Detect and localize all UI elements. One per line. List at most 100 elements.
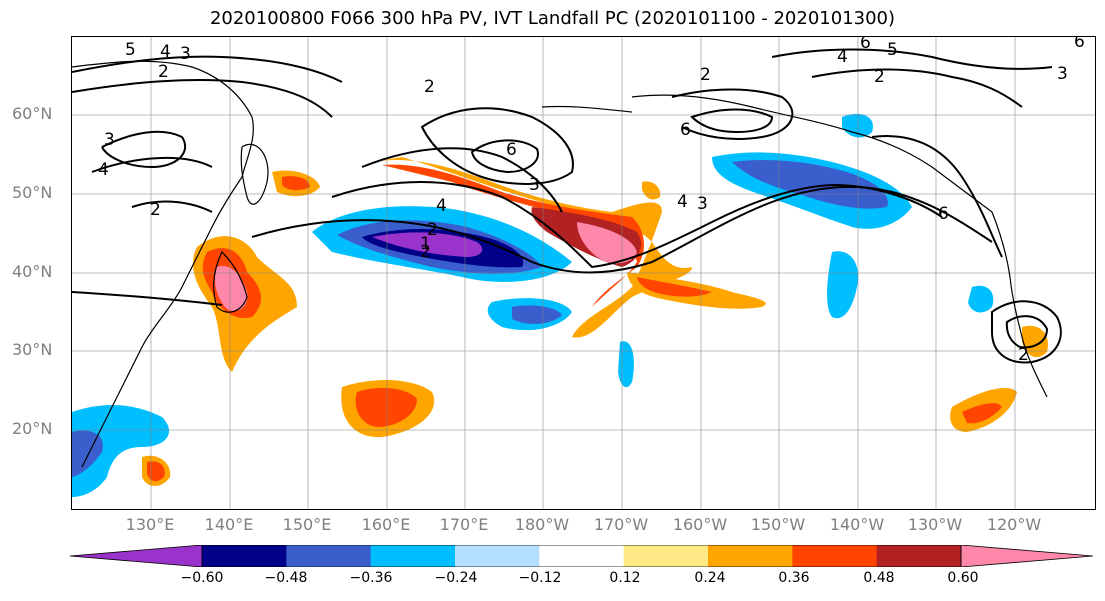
north-america-coastline [991, 211, 1048, 398]
contour-label: 4 [677, 192, 688, 212]
contour-label: 2 [158, 62, 169, 82]
gulf-negative-core [732, 160, 888, 209]
contour-label: 4 [436, 196, 447, 216]
coast-positive-blob [1022, 325, 1048, 358]
latitude-label-40n: 40°N [12, 262, 53, 281]
longitude-label: 160°W [672, 515, 728, 534]
asia-coastline [72, 60, 254, 468]
longitude-label: 170°E [439, 515, 489, 534]
colorbar-tick-label: 0.48 [863, 570, 895, 586]
contour-line [1005, 315, 1049, 349]
southwest-negative-patch [72, 405, 170, 497]
colorbar-tick-label: −0.24 [434, 570, 478, 586]
contour-line [811, 68, 1023, 108]
longitude-label: 130°W [907, 515, 963, 534]
alaska-coastline [631, 94, 993, 213]
contour-label: 5 [125, 40, 136, 60]
southwest-negative-core [72, 430, 103, 477]
contour-label: 4 [837, 47, 848, 67]
negative-pv-core-purple [372, 232, 483, 257]
colorbar-segment [708, 545, 793, 567]
longitude-label: 120°W [986, 515, 1042, 534]
contour-line [131, 200, 213, 213]
longitude-label: 140°W [829, 515, 885, 534]
colorbar-tick-label: 0.24 [694, 570, 726, 586]
longitude-label: 130°E [125, 515, 175, 534]
contour-label: 2 [424, 77, 435, 97]
contour-label: 1 [420, 234, 431, 254]
contour-label: 3 [697, 194, 708, 214]
contour-label: 6 [680, 120, 691, 140]
colorbar-segment [455, 545, 540, 567]
contour-line [871, 135, 1003, 258]
contour-label: 6 [506, 140, 517, 160]
contour-label: 2 [420, 242, 431, 262]
hawaii-negative-blob [618, 341, 634, 388]
latitude-label-60n: 60°N [12, 104, 53, 123]
east-positive-inner [962, 403, 1002, 424]
aleutian-coastline [541, 105, 633, 113]
contour-line [361, 147, 563, 213]
colorbar-tick-label: 0.36 [778, 570, 810, 586]
contour-label: 6 [860, 37, 871, 53]
contour-label: 3 [180, 44, 191, 64]
map-svg: 5 4 3 2 3 4 2 2 6 3 2 4 2 1 4 3 6 6 5 4 … [72, 37, 1095, 509]
latitude-label-30n: 30°N [12, 340, 53, 359]
contour-label: 3 [529, 175, 540, 195]
colorbar-tick-label: 0.60 [947, 570, 979, 586]
colorbar-extend-left [70, 545, 203, 567]
colorbar-segments [70, 545, 1094, 567]
contour-label: 3 [1057, 64, 1068, 84]
colorbar-tick-label: −0.60 [180, 570, 224, 586]
contour-line [72, 291, 223, 306]
kamchatka-coastline [240, 143, 269, 205]
longitude-label: 140°E [204, 515, 254, 534]
colorbar-tick-label: −0.12 [518, 570, 562, 586]
longitude-label: 150°W [750, 515, 806, 534]
colorbar [70, 545, 1094, 567]
colorbar-frame [201, 545, 962, 567]
west-positive-inner [147, 461, 165, 482]
contour-label: 6 [1074, 37, 1085, 52]
contour-line [72, 79, 333, 118]
contour-line [470, 139, 539, 174]
contour-line [671, 88, 794, 140]
longitude-label: 150°E [282, 515, 332, 534]
tail-positive-inner [637, 277, 712, 297]
kamchatka-positive-inner [282, 176, 310, 191]
contour-label: 2 [874, 67, 885, 87]
colorbar-segment [623, 545, 709, 567]
ivt-contours [72, 48, 1062, 364]
contour-label: 4 [98, 160, 109, 180]
coastlines [72, 60, 1048, 468]
contour-line [331, 181, 943, 269]
longitude-label: 170°W [593, 515, 649, 534]
contour-label: 2 [427, 220, 438, 240]
contour-label: 4 [160, 42, 171, 62]
map-panel: 5 4 3 2 3 4 2 2 6 3 2 4 2 1 4 3 6 6 5 4 … [71, 36, 1096, 510]
graticule [72, 37, 1095, 509]
contour-label: 2 [700, 65, 711, 85]
gulf-positive-blob [642, 181, 661, 200]
colorbar-tick-label: 0.12 [609, 570, 641, 586]
colorbar-segment [539, 545, 625, 567]
contour-line [72, 55, 343, 83]
contour-line [251, 185, 993, 274]
colorbar-segment [286, 545, 372, 567]
colorbar-tick-label: −0.48 [264, 570, 308, 586]
far-east-negative-blob [968, 285, 994, 313]
contour-label: 5 [887, 40, 898, 60]
chart-title: 2020100800 F066 300 hPa PV, IVT Landfall… [209, 8, 896, 29]
longitude-label: 160°E [361, 515, 411, 534]
contour-line [991, 300, 1062, 364]
contour-line [690, 108, 774, 134]
colorbar-segment [876, 545, 962, 567]
colorbar-extend-right [960, 545, 1094, 567]
colorbar-segment [202, 545, 287, 567]
japan-coastline [213, 250, 248, 313]
colorbar-segment [792, 545, 878, 567]
colorbar-segment [370, 545, 456, 567]
contour-label: 3 [104, 130, 115, 150]
contour-line [771, 48, 1053, 70]
contour-labels: 5 4 3 2 3 4 2 2 6 3 2 4 2 1 4 3 6 6 5 4 … [98, 37, 1085, 365]
